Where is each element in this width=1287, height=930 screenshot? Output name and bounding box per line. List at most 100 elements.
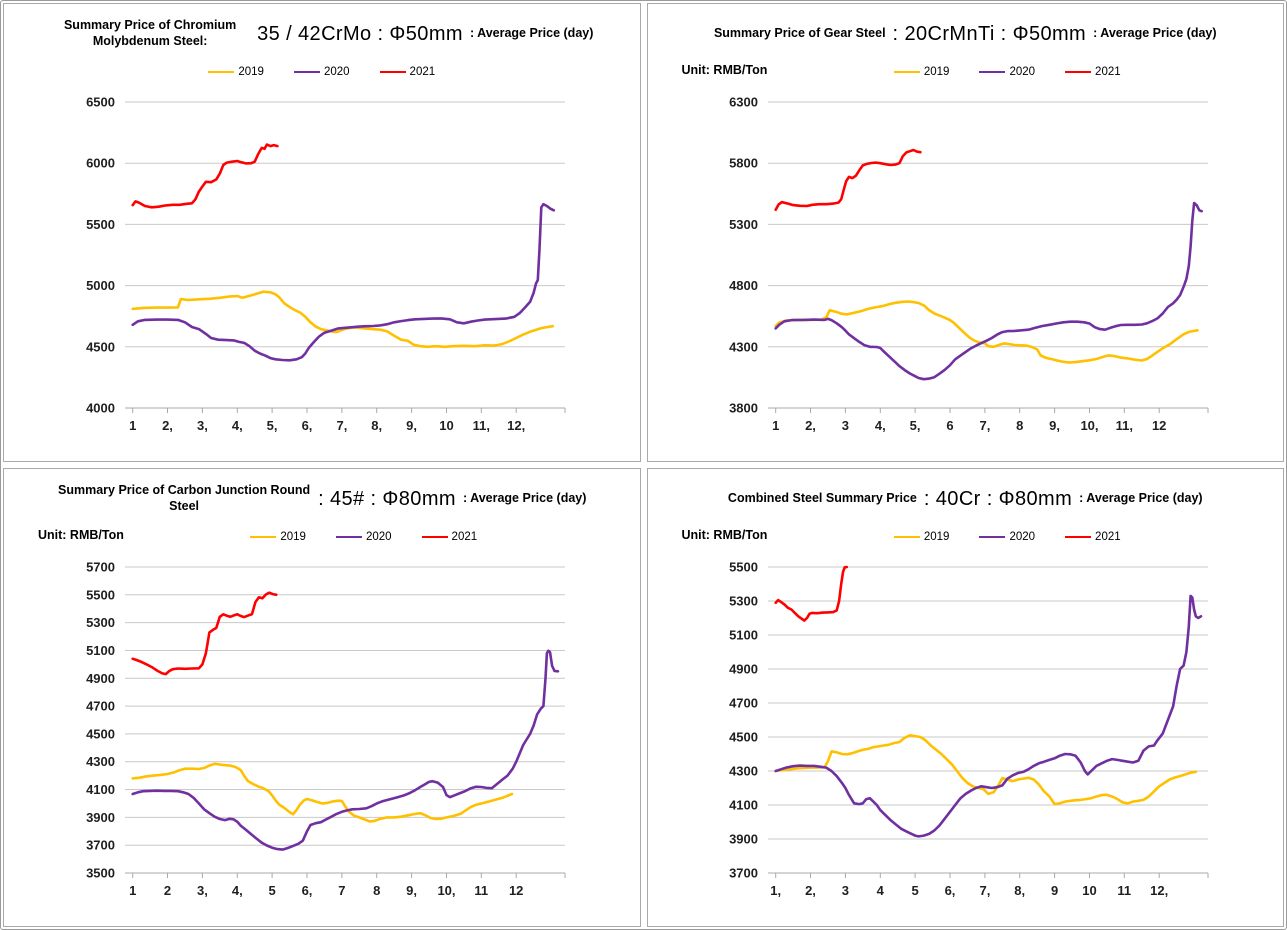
chart-card-chromium-molybdenum-steel: Summary Price of Chromium Molybdenum Ste… [3, 3, 641, 462]
svg-text:7: 7 [338, 883, 345, 898]
svg-text:5: 5 [912, 883, 919, 898]
svg-text:10,: 10, [437, 883, 455, 898]
svg-text:10,: 10, [1081, 418, 1099, 433]
svg-text:5,: 5, [266, 418, 277, 433]
chart-title-suffix: : Average Price (day) [1093, 26, 1217, 41]
svg-text:12: 12 [1152, 418, 1166, 433]
legend-item-2020: 2020 [979, 531, 1035, 543]
svg-text:4300: 4300 [729, 339, 758, 354]
legend: 2019 2020 2021 [690, 525, 1284, 549]
unit-label: Unit: RMB/Ton [38, 528, 124, 542]
svg-text:8: 8 [1016, 418, 1023, 433]
svg-text:6500: 6500 [86, 95, 115, 110]
chart-title-prefix: Summary Price of Chromium Molybdenum Ste… [63, 18, 237, 48]
chart-title-product: : 40Cr : Φ80mm [923, 487, 1073, 510]
legend-label-2020: 2020 [1009, 66, 1036, 78]
svg-text:11,: 11, [472, 418, 489, 433]
series-2021-line [774, 565, 849, 622]
svg-text:11: 11 [1118, 883, 1132, 898]
svg-text:5300: 5300 [729, 594, 758, 609]
svg-text:11,: 11, [1116, 418, 1133, 433]
legend-swatch-2019 [250, 535, 277, 539]
legend-swatch-2019 [893, 70, 920, 74]
svg-text:4: 4 [877, 883, 885, 898]
svg-text:1: 1 [129, 883, 136, 898]
legend-item-2020: 2020 [293, 66, 350, 78]
chart-card-gear-steel: Summary Price of Gear Steel : 20CrMnTi :… [646, 3, 1284, 462]
svg-text:10: 10 [1083, 883, 1097, 898]
svg-text:2,: 2, [162, 418, 173, 433]
svg-text:5500: 5500 [729, 560, 758, 575]
svg-text:4900: 4900 [729, 662, 758, 677]
svg-text:8,: 8, [371, 418, 382, 433]
legend-item-2021: 2021 [1065, 66, 1121, 78]
svg-text:6: 6 [947, 418, 954, 433]
svg-text:9: 9 [1051, 883, 1058, 898]
legend-swatch-2019 [893, 535, 920, 539]
svg-text:8,: 8, [1015, 883, 1026, 898]
series-2020-line [131, 649, 560, 851]
svg-text:10: 10 [439, 418, 453, 433]
svg-text:12: 12 [509, 883, 523, 898]
svg-text:12,: 12, [507, 418, 525, 433]
series-2021-line [131, 143, 279, 209]
series-2020-line [131, 202, 555, 362]
series-2021-line [131, 591, 278, 676]
legend-label-2019: 2019 [923, 66, 950, 78]
legend-label-2021: 2021 [1095, 531, 1121, 543]
svg-text:9,: 9, [406, 883, 417, 898]
chart-title: Summary Price of Gear Steel : 20CrMnTi :… [648, 10, 1284, 58]
legend-item-2019: 2019 [893, 531, 949, 543]
chart-title-suffix: : Average Price (day) [469, 26, 594, 41]
chart-title-prefix: Combined Steel Summary Price [727, 491, 917, 506]
svg-text:5,: 5, [910, 418, 921, 433]
legend: 2019 2020 2021 [46, 525, 640, 549]
legend-swatch-2020 [293, 70, 320, 74]
svg-text:4300: 4300 [86, 754, 115, 769]
svg-text:5700: 5700 [86, 560, 115, 575]
legend-swatch-2019 [208, 70, 235, 74]
svg-text:11: 11 [474, 883, 488, 898]
legend-item-2019: 2019 [893, 66, 950, 78]
chart-title-product: : 45# : Φ80mm [318, 487, 456, 510]
svg-text:4,: 4, [232, 883, 243, 898]
svg-text:4800: 4800 [729, 278, 758, 293]
svg-text:6,: 6, [945, 883, 956, 898]
svg-text:3900: 3900 [86, 810, 115, 825]
unit-label: Unit: RMB/Ton [681, 528, 768, 542]
legend-label-2020: 2020 [365, 531, 392, 543]
svg-text:3900: 3900 [729, 832, 758, 847]
chart-card-carbon-round-steel: Summary Price of Carbon Junction Round S… [3, 468, 641, 927]
svg-text:3,: 3, [197, 418, 208, 433]
svg-text:6,: 6, [301, 418, 312, 433]
chart-meta: Unit: RMB/Ton 2019 2020 2021 [648, 525, 1284, 549]
series-2019-line [131, 290, 554, 349]
chart-title: Summary Price of Chromium Molybdenum Ste… [4, 10, 640, 58]
series-2020-line [774, 201, 1204, 381]
legend-swatch-2020 [979, 535, 1006, 539]
svg-text:1: 1 [772, 418, 779, 433]
series-2020-line [774, 594, 1203, 838]
svg-text:4500: 4500 [729, 730, 758, 745]
legend-swatch-2021 [379, 70, 406, 74]
svg-text:5300: 5300 [729, 217, 758, 232]
legend-label-2020: 2020 [1009, 531, 1036, 543]
series-2019-line [131, 762, 514, 823]
legend-item-2020: 2020 [335, 531, 392, 543]
svg-text:4100: 4100 [86, 782, 115, 797]
svg-text:5000: 5000 [86, 278, 115, 293]
svg-text:4300: 4300 [729, 764, 758, 779]
chart-title-suffix: : Average Price (day) [462, 491, 587, 506]
svg-text:6000: 6000 [86, 156, 115, 171]
svg-text:5500: 5500 [86, 217, 115, 232]
svg-text:3: 3 [842, 418, 849, 433]
svg-text:4700: 4700 [86, 699, 115, 714]
series-2019-line [774, 734, 1198, 806]
svg-text:9,: 9, [1049, 418, 1060, 433]
svg-text:3700: 3700 [86, 838, 115, 853]
svg-text:8: 8 [373, 883, 380, 898]
svg-text:5500: 5500 [86, 587, 115, 602]
svg-text:7,: 7, [980, 883, 991, 898]
legend-item-2021: 2021 [1065, 531, 1121, 543]
legend-swatch-2020 [335, 535, 362, 539]
